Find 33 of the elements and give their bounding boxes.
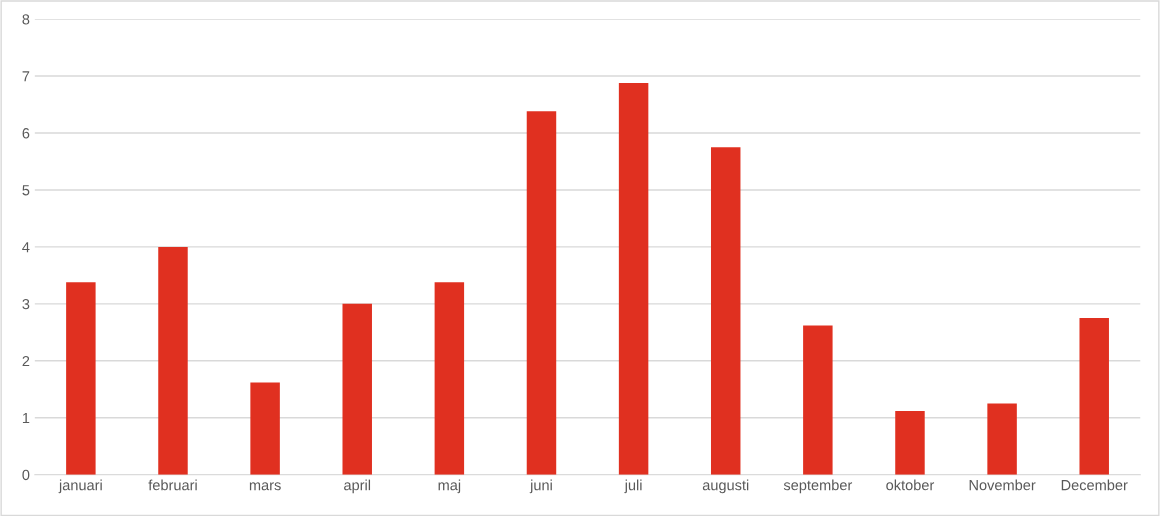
x-tick-label: mars [249,482,281,491]
y-tick-label: 4 [22,242,30,253]
bar [250,382,280,475]
y-tick-label: 6 [22,128,30,139]
x-tick-label: januari [58,479,102,494]
x-tick-label: september [783,479,853,494]
x-tick-label: april [344,479,371,494]
bar [710,147,741,475]
bar [526,111,557,475]
x-tick-label: juli [624,479,642,494]
x-tick-label: februari [148,479,197,491]
y-tick-label: 7 [22,71,30,82]
x-tick-label: augusti [702,479,749,494]
y-tick-label: 3 [22,298,30,310]
bar [434,282,465,475]
bar [895,410,925,475]
x-tick-label: December [1061,479,1128,491]
bar [1079,318,1109,475]
y-tick-label: 1 [22,413,30,424]
bar [66,282,96,475]
y-tick-label: 0 [22,469,30,481]
bar [803,325,833,475]
x-tick-label: maj [438,479,461,494]
y-tick-label: 8 [22,14,30,25]
x-tick-label: oktober [886,479,935,491]
bar [987,403,1017,475]
y-tick-label: 5 [22,185,30,196]
x-tick-label: juni [529,479,552,494]
bar [618,82,649,475]
bar [158,246,188,475]
bar [342,303,372,475]
x-tick-label: November [969,479,1036,491]
y-tick-label: 2 [22,355,30,367]
